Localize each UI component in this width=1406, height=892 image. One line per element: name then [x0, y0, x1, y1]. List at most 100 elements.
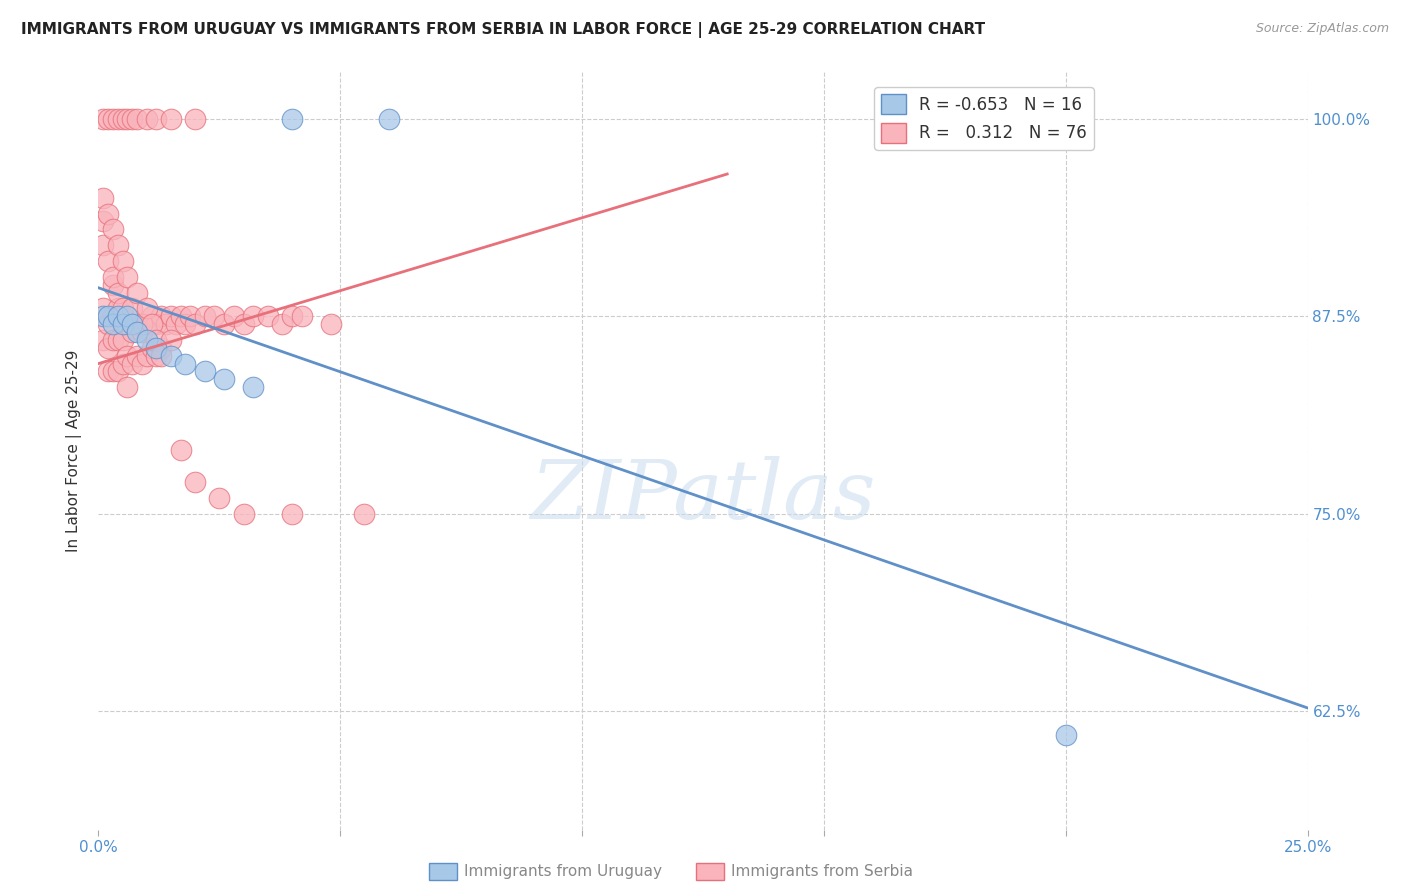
Point	[107, 309, 129, 323]
Point	[135, 112, 157, 126]
Point	[194, 309, 217, 323]
Point	[377, 112, 399, 126]
Point	[101, 277, 124, 292]
Point	[155, 317, 177, 331]
Point	[184, 317, 207, 331]
Point	[141, 309, 163, 323]
Point	[107, 238, 129, 252]
Point	[222, 309, 245, 323]
Point	[150, 349, 173, 363]
Text: ZIPatlas: ZIPatlas	[530, 456, 876, 536]
Point	[121, 357, 143, 371]
Text: IMMIGRANTS FROM URUGUAY VS IMMIGRANTS FROM SERBIA IN LABOR FORCE | AGE 25-29 COR: IMMIGRANTS FROM URUGUAY VS IMMIGRANTS FR…	[21, 22, 986, 38]
Point	[141, 317, 163, 331]
Point	[160, 309, 183, 323]
Point	[127, 349, 149, 363]
Point	[91, 333, 114, 347]
Point	[97, 341, 120, 355]
Point	[111, 301, 134, 316]
Point	[145, 341, 167, 355]
Point	[121, 112, 143, 126]
Legend: R = -0.653   N = 16, R =   0.312   N = 76: R = -0.653 N = 16, R = 0.312 N = 76	[875, 87, 1094, 150]
Point	[117, 380, 139, 394]
Point	[111, 317, 134, 331]
Point	[165, 317, 187, 331]
Point	[127, 285, 149, 300]
Point	[169, 309, 191, 323]
Point	[91, 191, 114, 205]
Point	[107, 333, 129, 347]
Point	[97, 206, 120, 220]
Text: Immigrants from Serbia: Immigrants from Serbia	[731, 864, 912, 879]
Point	[232, 507, 254, 521]
Point	[212, 372, 235, 386]
Text: Immigrants from Uruguay: Immigrants from Uruguay	[464, 864, 662, 879]
Point	[145, 112, 167, 126]
Point	[135, 317, 157, 331]
Point	[107, 364, 129, 378]
Point	[232, 317, 254, 331]
Point	[101, 269, 124, 284]
Point	[281, 112, 304, 126]
Point	[160, 349, 183, 363]
Point	[145, 349, 167, 363]
Point	[111, 112, 134, 126]
Point	[127, 112, 149, 126]
Point	[117, 317, 139, 331]
Point	[174, 317, 197, 331]
Point	[281, 309, 304, 323]
Point	[135, 349, 157, 363]
Point	[204, 309, 226, 323]
Point	[101, 364, 124, 378]
Point	[319, 317, 342, 331]
Point	[290, 309, 312, 323]
Point	[101, 317, 124, 331]
Point	[135, 333, 157, 347]
Point	[121, 301, 143, 316]
Point	[1054, 728, 1077, 742]
Point	[117, 309, 139, 323]
Point	[184, 475, 207, 489]
Point	[97, 317, 120, 331]
Point	[131, 357, 153, 371]
Point	[135, 301, 157, 316]
Point	[169, 443, 191, 458]
Point	[174, 357, 197, 371]
Y-axis label: In Labor Force | Age 25-29: In Labor Force | Age 25-29	[66, 350, 83, 551]
Point	[194, 364, 217, 378]
Point	[97, 253, 120, 268]
Point	[179, 309, 201, 323]
Point	[127, 325, 149, 339]
Point	[150, 341, 173, 355]
Point	[184, 112, 207, 126]
Point	[91, 112, 114, 126]
Point	[97, 364, 120, 378]
Point	[107, 112, 129, 126]
Point	[141, 341, 163, 355]
Point	[97, 309, 120, 323]
Point	[111, 253, 134, 268]
Point	[101, 222, 124, 236]
Point	[117, 112, 139, 126]
Point	[212, 317, 235, 331]
Point	[101, 309, 124, 323]
Point	[208, 491, 231, 505]
Point	[101, 112, 124, 126]
Point	[107, 301, 129, 316]
Point	[150, 309, 173, 323]
Point	[160, 112, 183, 126]
Point	[131, 325, 153, 339]
Point	[242, 309, 264, 323]
Point	[145, 317, 167, 331]
Point	[107, 285, 129, 300]
Point	[271, 317, 294, 331]
Point	[91, 301, 114, 316]
Point	[281, 507, 304, 521]
Point	[117, 269, 139, 284]
Point	[121, 325, 143, 339]
Point	[145, 333, 167, 347]
Point	[91, 309, 114, 323]
Point	[127, 317, 149, 331]
Point	[91, 214, 114, 228]
Point	[160, 333, 183, 347]
